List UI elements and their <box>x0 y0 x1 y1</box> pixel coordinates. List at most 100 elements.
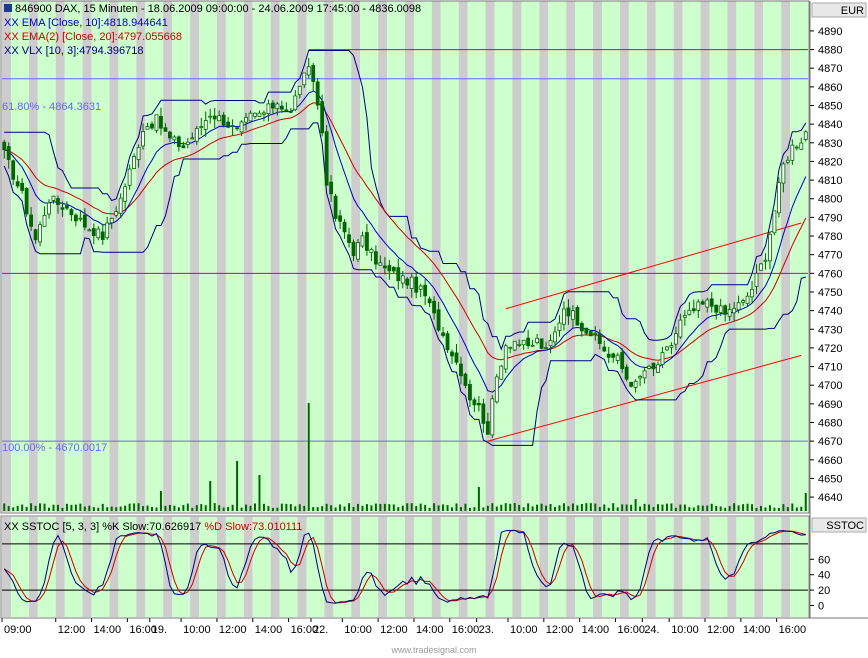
session-band-green <box>628 1 647 512</box>
candle-body <box>20 182 25 191</box>
session-band-gray <box>539 1 549 512</box>
volume-bar <box>361 505 364 511</box>
price-tick-label: 4670 <box>818 436 842 448</box>
volume-bar <box>383 503 386 511</box>
price-tick-label: 4730 <box>818 324 842 336</box>
stoch-tick-label: 60 <box>818 554 830 566</box>
candle-body <box>159 115 163 129</box>
candle-body <box>235 127 239 130</box>
time-tick-label: 16:00 <box>617 624 645 636</box>
price-tick-label: 4760 <box>818 268 842 280</box>
candle-body <box>333 195 338 219</box>
volume-bar <box>48 507 51 511</box>
candle-body <box>91 228 96 237</box>
candle-body <box>790 144 795 161</box>
stoch-band-green <box>199 517 217 617</box>
price-panel-frame <box>0 0 810 514</box>
candle-body <box>297 85 302 96</box>
volume-bar <box>240 507 243 511</box>
candle-body <box>311 65 316 82</box>
stoch-band-gray <box>270 517 280 617</box>
volume-bar <box>589 503 592 511</box>
candle-body <box>226 121 231 128</box>
price-tick-label: 4860 <box>818 82 842 94</box>
watermark: www.tradesignal.com <box>390 645 476 655</box>
volume-bar <box>280 503 283 511</box>
volume-bar <box>733 503 736 511</box>
volume-bar <box>271 507 274 511</box>
volume-bar <box>724 507 727 511</box>
stoch-band-gray <box>324 517 334 617</box>
candle-body <box>768 233 772 262</box>
stoch-band-green <box>37 517 56 617</box>
session-band-green <box>118 1 137 512</box>
stoch-band-gray <box>646 517 656 617</box>
candle-body <box>82 214 87 228</box>
candle-body <box>544 346 548 349</box>
stoch-band-green <box>172 517 191 617</box>
session-band-green <box>199 1 217 512</box>
volume-bar <box>222 507 225 511</box>
volume-bar <box>567 506 570 511</box>
candle-body <box>660 352 665 365</box>
stoch-band-gray <box>700 517 710 617</box>
candle-body <box>463 373 468 386</box>
volume-bars <box>3 403 807 511</box>
candle-body <box>342 221 347 233</box>
session-band-green <box>172 1 191 512</box>
volume-bar <box>674 507 677 511</box>
right-axis-area <box>810 1 867 618</box>
candle-body <box>284 109 289 112</box>
stoch-band-gray <box>754 517 764 617</box>
volume-bar <box>88 505 91 511</box>
candle-body <box>656 364 660 373</box>
volume-bar <box>43 503 46 511</box>
session-band-gray <box>324 1 334 512</box>
volume-bar <box>137 503 140 511</box>
volume-bar <box>509 503 512 511</box>
volume-bar <box>374 503 377 511</box>
candle-body <box>602 346 607 352</box>
session-band-green <box>279 1 298 512</box>
volume-bar <box>486 505 489 511</box>
volume-bar <box>549 504 552 511</box>
volume-bar <box>262 503 265 511</box>
candle-body <box>691 308 696 312</box>
candle-body <box>409 276 414 289</box>
session-band-green <box>145 1 164 512</box>
volume-bar <box>424 504 427 511</box>
candle-body <box>476 402 481 406</box>
session-band-gray <box>673 1 683 512</box>
volume-bar <box>473 507 476 511</box>
candle-body <box>508 346 513 349</box>
stoch-band-gray <box>593 517 603 617</box>
candle-body <box>606 353 611 358</box>
candle-body <box>633 380 638 388</box>
stoch-band-gray <box>431 517 441 617</box>
volume-bar <box>195 505 198 511</box>
volume-bar <box>737 505 740 511</box>
volume-bar <box>527 503 530 511</box>
session-band-green <box>521 1 540 512</box>
volume-bar <box>545 505 548 511</box>
volume-bar <box>701 505 704 511</box>
volume-bar <box>755 507 758 511</box>
time-tick-label: 12:00 <box>219 624 247 636</box>
volume-bar <box>365 504 368 511</box>
volume-bar <box>213 503 216 511</box>
candle-body <box>741 300 745 303</box>
volume-bar <box>415 505 418 511</box>
candle-body <box>105 222 110 239</box>
fib-100-label: 100.00% - 4670.0017 <box>2 442 107 454</box>
volume-bar <box>106 507 109 511</box>
candle-body <box>400 275 405 284</box>
volume-bar <box>710 503 713 511</box>
ema20-line <box>4 102 807 361</box>
session-band-gray <box>619 1 629 512</box>
volume-bar <box>451 507 454 511</box>
volume-bar <box>742 504 745 511</box>
volume-bar <box>339 504 342 511</box>
candle-body <box>172 136 177 141</box>
volume-bar <box>598 507 601 511</box>
volume-bar <box>522 507 525 511</box>
